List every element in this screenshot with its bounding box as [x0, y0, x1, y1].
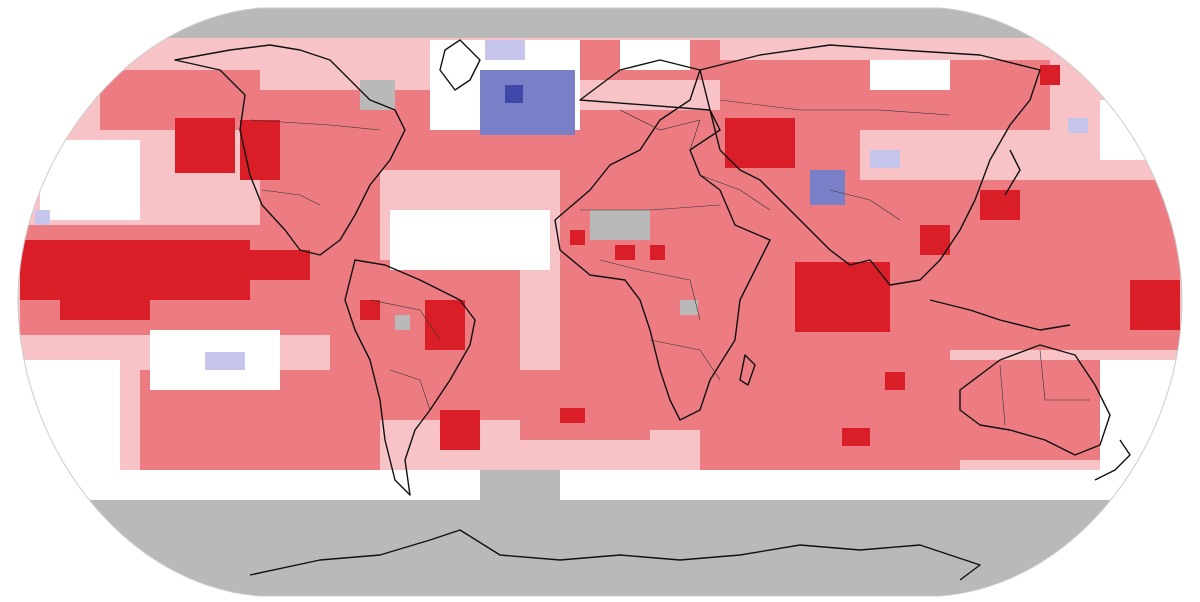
arctic-no-data	[18, 8, 1182, 38]
globe-outline	[17, 7, 1183, 597]
coast-greenland	[439, 39, 481, 91]
hot-spot	[230, 250, 310, 280]
coast-australia	[959, 344, 1111, 456]
border-africa-sahara	[580, 204, 721, 211]
hot-spot	[425, 300, 465, 350]
hot-spot	[560, 408, 585, 423]
border-china-india	[829, 189, 901, 221]
hot-spot	[1040, 65, 1060, 85]
slight-cool-patch	[205, 352, 245, 370]
coast-antarctica	[249, 529, 981, 581]
antarctica-no-data	[18, 470, 1182, 596]
hot-spot	[725, 118, 795, 168]
neutral-patch	[40, 140, 140, 220]
hot-spot	[885, 372, 905, 390]
neutral-patch	[1100, 100, 1180, 160]
hot-spot	[980, 190, 1020, 220]
border-us-mexico	[261, 189, 321, 206]
cool-patch	[480, 70, 575, 135]
warm-band	[520, 370, 650, 440]
coast-asia	[699, 44, 1041, 286]
coast-madagascar	[739, 354, 756, 386]
border-europe	[619, 109, 701, 151]
coast-south-america	[344, 259, 476, 496]
border-south-america-2	[389, 369, 431, 411]
coast-north-america	[174, 44, 406, 256]
neutral-patch	[18, 470, 1182, 500]
hot-spot	[842, 428, 870, 446]
coastlines	[174, 39, 1131, 581]
neutral-patch	[390, 210, 550, 270]
coast-japan	[1004, 149, 1021, 196]
neutral-patch	[1100, 360, 1180, 470]
cool-patch	[505, 85, 523, 103]
border-australia	[999, 349, 1090, 426]
slight-cool-patch	[1068, 118, 1088, 133]
no-data-cell	[395, 315, 410, 330]
hot-spot	[920, 225, 950, 255]
coast-indonesia	[929, 299, 1071, 331]
hot-spot	[175, 118, 235, 173]
slight-cool-patch	[35, 210, 50, 225]
border-russia	[719, 99, 951, 116]
border-africa-central	[599, 259, 701, 321]
border-us-canada	[249, 119, 381, 131]
coast-europe-africa	[554, 59, 771, 421]
slight-cool-patch	[870, 150, 900, 168]
warm-band	[940, 360, 1120, 460]
hot-spot	[615, 245, 635, 260]
hot-spot	[570, 230, 585, 245]
country-borders	[249, 99, 1090, 426]
cool-patch	[810, 170, 845, 205]
neutral-patch	[20, 360, 120, 470]
hot-spot	[795, 262, 890, 332]
border-south-america-1	[369, 299, 441, 341]
no-data-cell	[590, 210, 650, 240]
hot-spot	[60, 290, 150, 320]
hot-spot	[650, 245, 665, 260]
no-data-cell	[680, 300, 698, 315]
hot-spot	[440, 410, 480, 450]
hot-spot	[1130, 280, 1180, 330]
coast-new-zealand	[1094, 439, 1131, 481]
border-africa-south	[649, 339, 721, 381]
hot-spot	[240, 120, 280, 180]
border-middle-east	[699, 174, 771, 211]
slight-cool-patch	[485, 40, 525, 60]
neutral-patch	[870, 60, 950, 90]
hot-spot	[360, 300, 380, 320]
